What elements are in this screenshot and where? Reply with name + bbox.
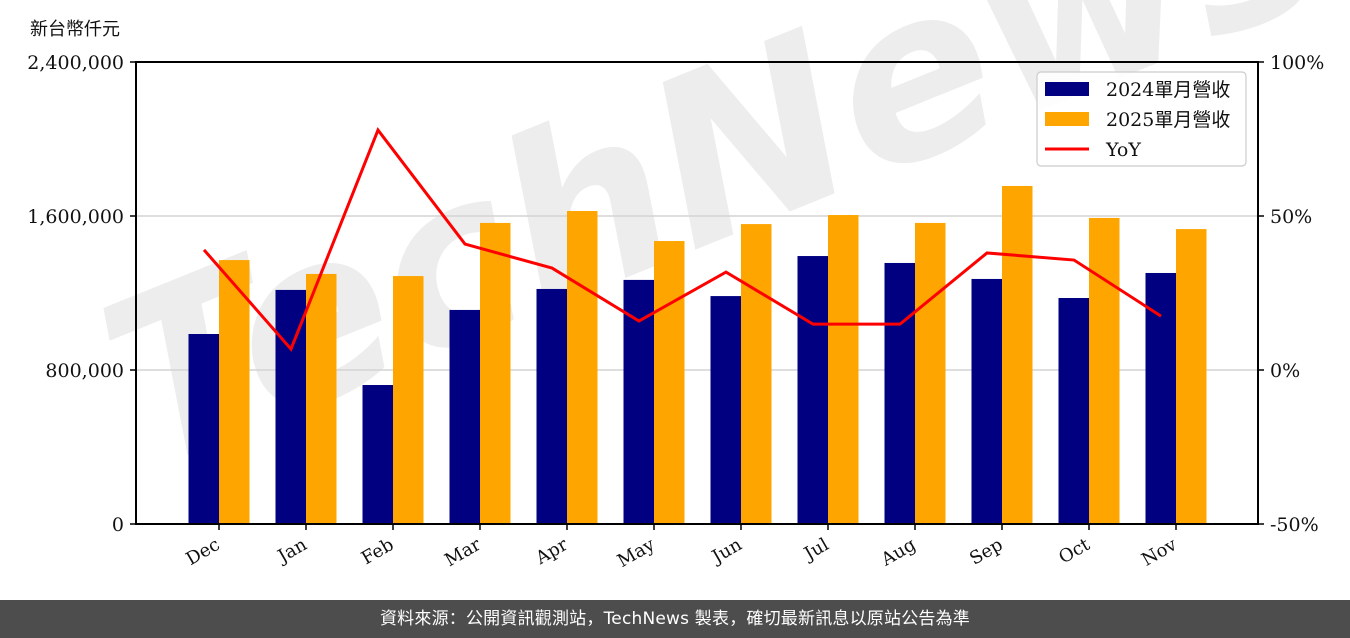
y-tick-label: 0 <box>112 514 124 536</box>
legend: 2024單月營收 2025單月營收 YoY <box>1036 71 1247 167</box>
bar-2025 <box>393 276 424 524</box>
bar-2024 <box>797 256 828 524</box>
legend-item-yoy-label: YoY <box>1105 139 1141 161</box>
bar-2024 <box>275 289 306 524</box>
x-tick-label: Oct <box>1055 534 1094 569</box>
x-tick-label: Jun <box>707 534 746 569</box>
bar-2025 <box>567 210 598 524</box>
legend-item-2025-label: 2025單月營收 <box>1106 109 1230 131</box>
y-axis-unit-label: 新台幣仟元 <box>30 19 120 40</box>
bar-2024 <box>536 288 567 524</box>
yoy-line <box>202 127 1162 352</box>
bar-2024 <box>971 278 1002 524</box>
y-tick-label: 2,400,000 <box>27 52 124 74</box>
legend-item-2024-label: 2024單月營收 <box>1106 79 1230 101</box>
bar-2025 <box>1002 185 1033 524</box>
bar-2025 <box>1089 217 1120 525</box>
bar-2025 <box>915 222 946 524</box>
legend-item-2024-swatch <box>1045 82 1089 96</box>
x-tick-label: Feb <box>358 534 398 569</box>
x-tick-label: May <box>614 534 659 572</box>
source-footer: 資料來源：公開資訊觀測站，TechNews 製表，確切最新訊息以原站公告為準 <box>0 600 1350 638</box>
legend-box <box>1036 71 1247 167</box>
bar-2025 <box>828 215 859 524</box>
x-tick-label: Aug <box>877 534 920 571</box>
x-tick-label: Jan <box>273 534 311 568</box>
y-tick-label: 800,000 <box>45 360 124 382</box>
bar-2025 <box>306 273 337 524</box>
bar-2025 <box>480 222 511 524</box>
y2-tick-label: 100% <box>1270 52 1324 74</box>
bar-2024 <box>710 296 741 524</box>
x-tick-label: Jul <box>799 534 833 566</box>
y2-tick-label: 50% <box>1270 206 1312 228</box>
bar-2024 <box>188 334 219 524</box>
x-tick-label: Mar <box>441 534 485 571</box>
x-tick-label: Sep <box>966 534 1006 569</box>
bar-2024 <box>362 385 393 524</box>
bar-2025 <box>654 241 685 524</box>
bar-2025 <box>1176 229 1207 524</box>
bar-2025 <box>219 260 250 524</box>
x-tick-label: Nov <box>1138 534 1181 571</box>
y2-tick-label: -50% <box>1270 514 1319 536</box>
yoy-polyline <box>202 127 1162 352</box>
x-tick-label: Apr <box>531 534 571 569</box>
y-tick-label: 1,600,000 <box>27 206 124 228</box>
x-tick-label: Dec <box>183 534 224 570</box>
bar-2024 <box>884 262 915 524</box>
y2-tick-label: 0% <box>1270 360 1300 382</box>
chart: TechNews 0800,0001,600,0002,400,000-50%0… <box>27 0 1350 572</box>
bar-2024 <box>1058 298 1089 524</box>
bar-2024 <box>449 309 480 524</box>
plot-frame <box>135 61 1259 525</box>
legend-item-2025-swatch <box>1045 112 1089 126</box>
bar-2025 <box>741 224 772 524</box>
